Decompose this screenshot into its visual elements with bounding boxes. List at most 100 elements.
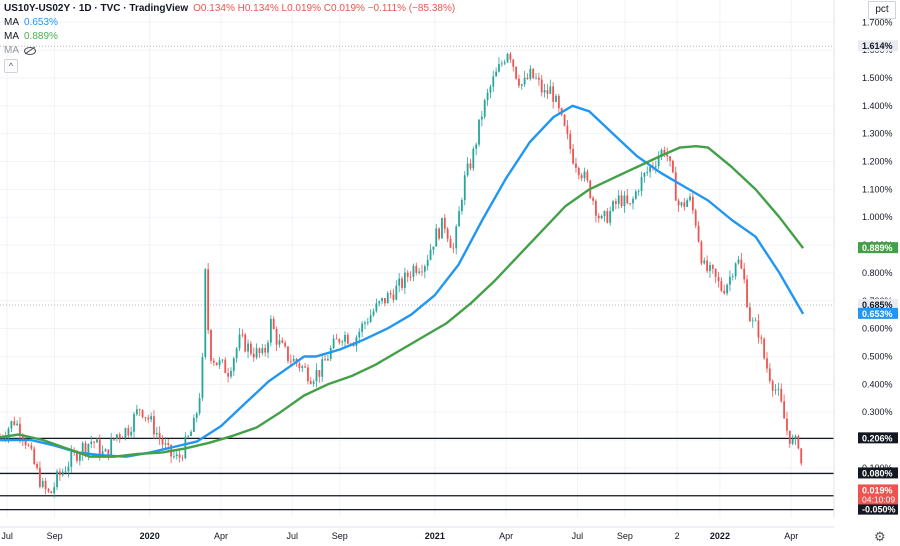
candle-body	[643, 172, 646, 177]
legend-ma2-row[interactable]: MA 0.889%	[4, 30, 455, 44]
candle-body	[580, 175, 583, 179]
candle-body	[478, 119, 480, 145]
x-tick-label: Sep	[617, 531, 633, 541]
candle-body	[278, 340, 281, 345]
candle-body	[503, 62, 506, 64]
x-tick-label: Apr	[214, 531, 228, 541]
candle-body	[118, 434, 121, 438]
candle-body	[153, 416, 155, 435]
candle-body	[161, 438, 164, 445]
candle-body	[64, 471, 67, 473]
candle-body	[640, 176, 643, 192]
x-tick-label: Sep	[332, 531, 348, 541]
candle-body	[372, 311, 375, 316]
candle-body	[412, 265, 415, 277]
candle-body	[443, 217, 446, 229]
level-value-label: 0.206%	[862, 433, 893, 443]
candle-body	[748, 307, 751, 322]
candle-body	[734, 263, 737, 277]
candle-body	[275, 329, 278, 345]
level-value-label: 0.080%	[862, 468, 893, 478]
candle-body	[312, 381, 315, 384]
candle-body	[190, 431, 192, 436]
candle-body	[780, 388, 783, 402]
candle-body	[535, 77, 537, 79]
y-tick-label: 0.600%	[862, 324, 893, 334]
scale-unit-button[interactable]: pct	[868, 1, 896, 19]
candle-body	[537, 77, 540, 80]
level-value-label-bg	[858, 432, 898, 444]
candle-body	[421, 271, 423, 273]
candle-body	[332, 338, 335, 349]
candle-body	[39, 467, 41, 487]
candle-body	[452, 247, 455, 249]
candle-body	[346, 334, 349, 344]
candle-body	[227, 373, 230, 377]
reference-value-label: 1.614%	[862, 41, 893, 51]
candle-body	[221, 359, 224, 361]
candle-body	[461, 200, 463, 212]
candle-body	[583, 171, 586, 179]
candle-body	[321, 359, 324, 377]
candle-body	[324, 359, 326, 361]
legend-ma1-row[interactable]: MA 0.653%	[4, 16, 455, 30]
candle-body	[107, 449, 110, 457]
candle-body	[364, 322, 366, 324]
ma2-label: MA	[4, 31, 19, 42]
level-value-label-bg	[858, 503, 898, 515]
hidden-eye-icon[interactable]	[24, 47, 36, 55]
candle-body	[147, 417, 150, 420]
candle-body	[634, 191, 637, 199]
candle-body	[192, 417, 195, 432]
candle-body	[47, 488, 50, 492]
time-axis-panel	[0, 518, 900, 546]
candle-body	[121, 437, 124, 439]
candle-body	[575, 163, 577, 168]
x-tick-label: Jul	[572, 531, 584, 541]
candle-body	[358, 331, 361, 338]
candle-body	[344, 334, 346, 342]
candle-body	[506, 53, 509, 63]
candle-body	[515, 66, 517, 79]
candle-body	[264, 348, 267, 353]
candle-body	[475, 144, 478, 149]
candle-body	[737, 259, 740, 264]
candle-body	[623, 195, 626, 207]
collapse-legend-icon[interactable]: ^	[4, 59, 18, 73]
candle-body	[138, 409, 141, 411]
candle-body	[235, 348, 238, 359]
candle-body	[58, 471, 61, 476]
candle-body	[717, 276, 720, 282]
candle-body	[241, 334, 244, 336]
candle-body	[369, 315, 372, 323]
candle-body	[691, 196, 694, 211]
candle-body	[124, 428, 127, 438]
legend-ma3-row[interactable]: MA	[4, 44, 455, 58]
candle-body	[666, 154, 669, 157]
candle-body	[632, 198, 634, 204]
y-tick-label: 1.100%	[862, 184, 893, 194]
candle-body	[774, 389, 777, 391]
candle-body	[441, 217, 443, 239]
candle-body	[500, 63, 503, 65]
symbol-title[interactable]: US10Y-US02Y · 1D · TVC · TradingView	[4, 3, 189, 14]
candle-body	[386, 293, 389, 304]
price-axis-panel	[834, 0, 900, 546]
candle-body	[746, 279, 748, 308]
ma2-value: 0.889%	[24, 31, 58, 42]
candle-body	[116, 434, 118, 440]
candle-body	[480, 116, 483, 120]
candle-body	[173, 456, 175, 457]
candle-body	[378, 301, 381, 304]
candle-body	[289, 361, 292, 362]
candle-body	[600, 215, 603, 219]
candle-body	[509, 53, 512, 60]
candle-body	[689, 196, 691, 201]
price-value-label-bg	[858, 307, 898, 319]
price-value-label-bg	[858, 242, 898, 254]
gear-icon[interactable]: ⚙	[874, 529, 886, 544]
candle-body	[426, 259, 429, 267]
candle-body	[110, 438, 113, 457]
